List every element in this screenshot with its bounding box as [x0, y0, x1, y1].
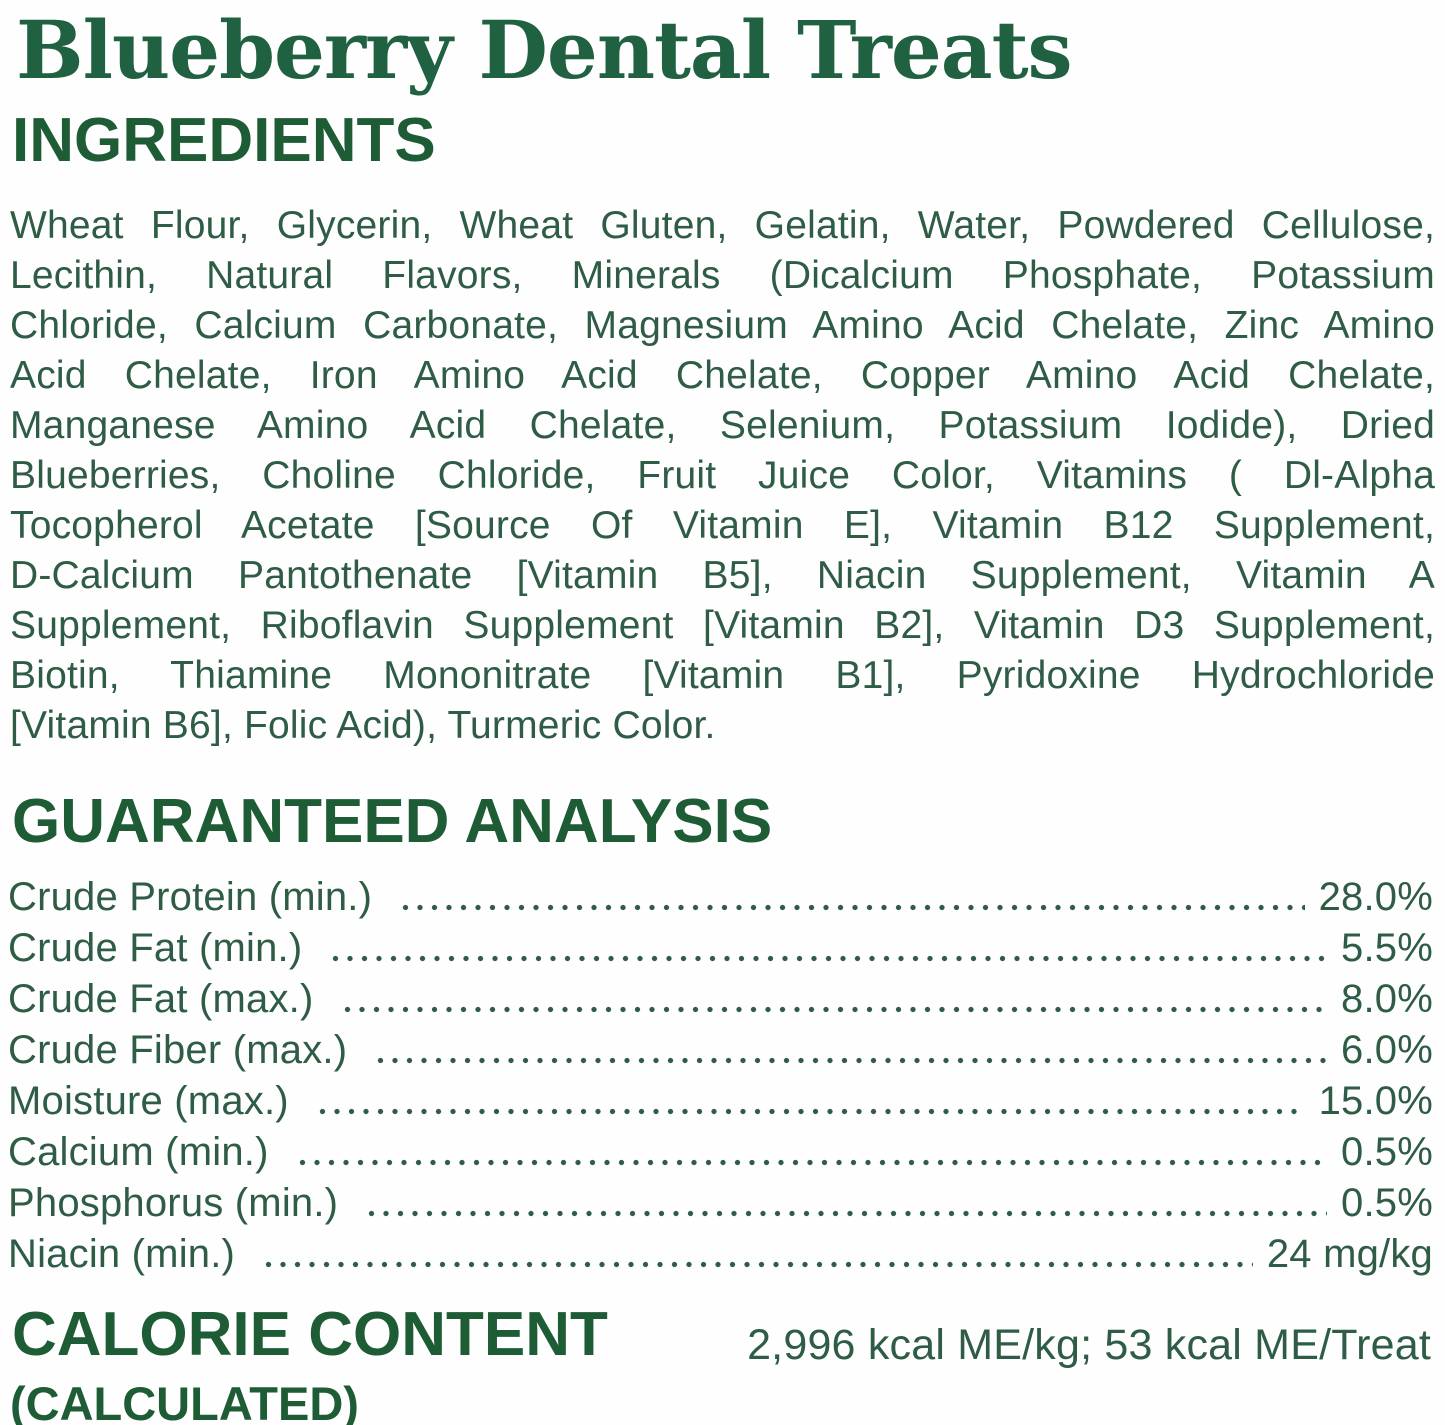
dotted-leader	[332, 955, 1328, 963]
table-row: Crude Fat (min.) 5.5%	[8, 921, 1433, 972]
ingredients-line: [Vitamin B6], Folic Acid), Turmeric Colo…	[10, 704, 716, 748]
calorie-content-section: CALORIE CONTENT (CALCULATED) 2,996 kcal …	[10, 1300, 1433, 1425]
table-row: Phosphorus (min.) 0.5%	[8, 1176, 1433, 1227]
dotted-leader	[265, 1261, 1253, 1269]
analysis-row-label: Niacin (min.)	[8, 1232, 236, 1277]
analysis-row-label: Phosphorus (min.)	[8, 1181, 339, 1226]
ingredients-line: D-Calcium Pantothenate [Vitamin B5], Nia…	[10, 554, 1435, 598]
table-row: Calcium (min.) 0.5%	[8, 1125, 1433, 1176]
analysis-row-value: 0.5%	[1341, 1181, 1433, 1226]
guaranteed-analysis-heading: GUARANTEED ANALYSIS	[12, 787, 773, 857]
ingredients-line: Supplement, Riboflavin Supplement [Vitam…	[10, 604, 1435, 648]
ingredients-line: Manganese Amino Acid Chelate, Selenium, …	[10, 404, 1435, 448]
analysis-row-label: Crude Fat (min.)	[8, 926, 303, 971]
analysis-row-label: Crude Protein (min.)	[8, 875, 373, 920]
ingredients-line: Lecithin, Natural Flavors, Minerals (Dic…	[10, 254, 1435, 298]
dotted-leader	[402, 904, 1305, 912]
table-row: Crude Fiber (max.) 6.0%	[8, 1023, 1433, 1074]
calorie-content-heading: CALORIE CONTENT	[12, 1300, 608, 1370]
table-row: Moisture (max.) 15.0%	[8, 1074, 1433, 1125]
ingredients-paragraph: Wheat Flour, Glycerin, Wheat Gluten, Gel…	[10, 201, 1435, 751]
calorie-content-subheading: (CALCULATED)	[10, 1377, 359, 1425]
product-title: Blueberry Dental Treats	[16, 3, 1073, 97]
analysis-row-value: 24 mg/kg	[1266, 1232, 1433, 1277]
table-row: Crude Fat (max.) 8.0%	[8, 972, 1433, 1023]
calorie-content-value: 2,996 kcal ME/kg; 53 kcal ME/Treat	[747, 1321, 1431, 1370]
ingredients-heading: INGREDIENTS	[12, 106, 436, 175]
ingredients-line: Chloride, Calcium Carbonate, Magnesium A…	[10, 304, 1435, 348]
analysis-row-value: 0.5%	[1341, 1130, 1433, 1175]
analysis-row-label: Calcium (min.)	[8, 1130, 269, 1175]
calorie-content-headings: CALORIE CONTENT (CALCULATED)	[10, 1300, 608, 1425]
analysis-row-label: Moisture (max.)	[8, 1079, 289, 1124]
ingredients-line: Blueberries, Choline Chloride, Fruit Jui…	[10, 454, 1435, 498]
analysis-row-value: 28.0%	[1318, 875, 1433, 920]
analysis-row-value: 5.5%	[1341, 926, 1433, 971]
table-row: Crude Protein (min.) 28.0%	[8, 870, 1433, 921]
analysis-row-label: Crude Fat (max.)	[8, 977, 314, 1022]
dotted-leader	[368, 1210, 1328, 1218]
dotted-leader	[318, 1108, 1305, 1116]
analysis-row-value: 8.0%	[1341, 977, 1433, 1022]
ingredients-line: Biotin, Thiamine Mononitrate [Vitamin B1…	[10, 654, 1435, 698]
dotted-leader	[298, 1159, 1328, 1167]
analysis-row-value: 6.0%	[1341, 1028, 1433, 1073]
guaranteed-analysis-table: Crude Protein (min.) 28.0% Crude Fat (mi…	[8, 870, 1433, 1278]
ingredients-line: Wheat Flour, Glycerin, Wheat Gluten, Gel…	[10, 204, 1435, 248]
table-row: Niacin (min.) 24 mg/kg	[8, 1227, 1433, 1278]
dotted-leader	[343, 1006, 1328, 1014]
dotted-leader	[377, 1057, 1328, 1065]
analysis-row-label: Crude Fiber (max.)	[8, 1028, 348, 1073]
ingredients-line: Tocopherol Acetate [Source Of Vitamin E]…	[10, 504, 1435, 548]
ingredients-line: Acid Chelate, Iron Amino Acid Chelate, C…	[10, 354, 1435, 398]
analysis-row-value: 15.0%	[1318, 1079, 1433, 1124]
